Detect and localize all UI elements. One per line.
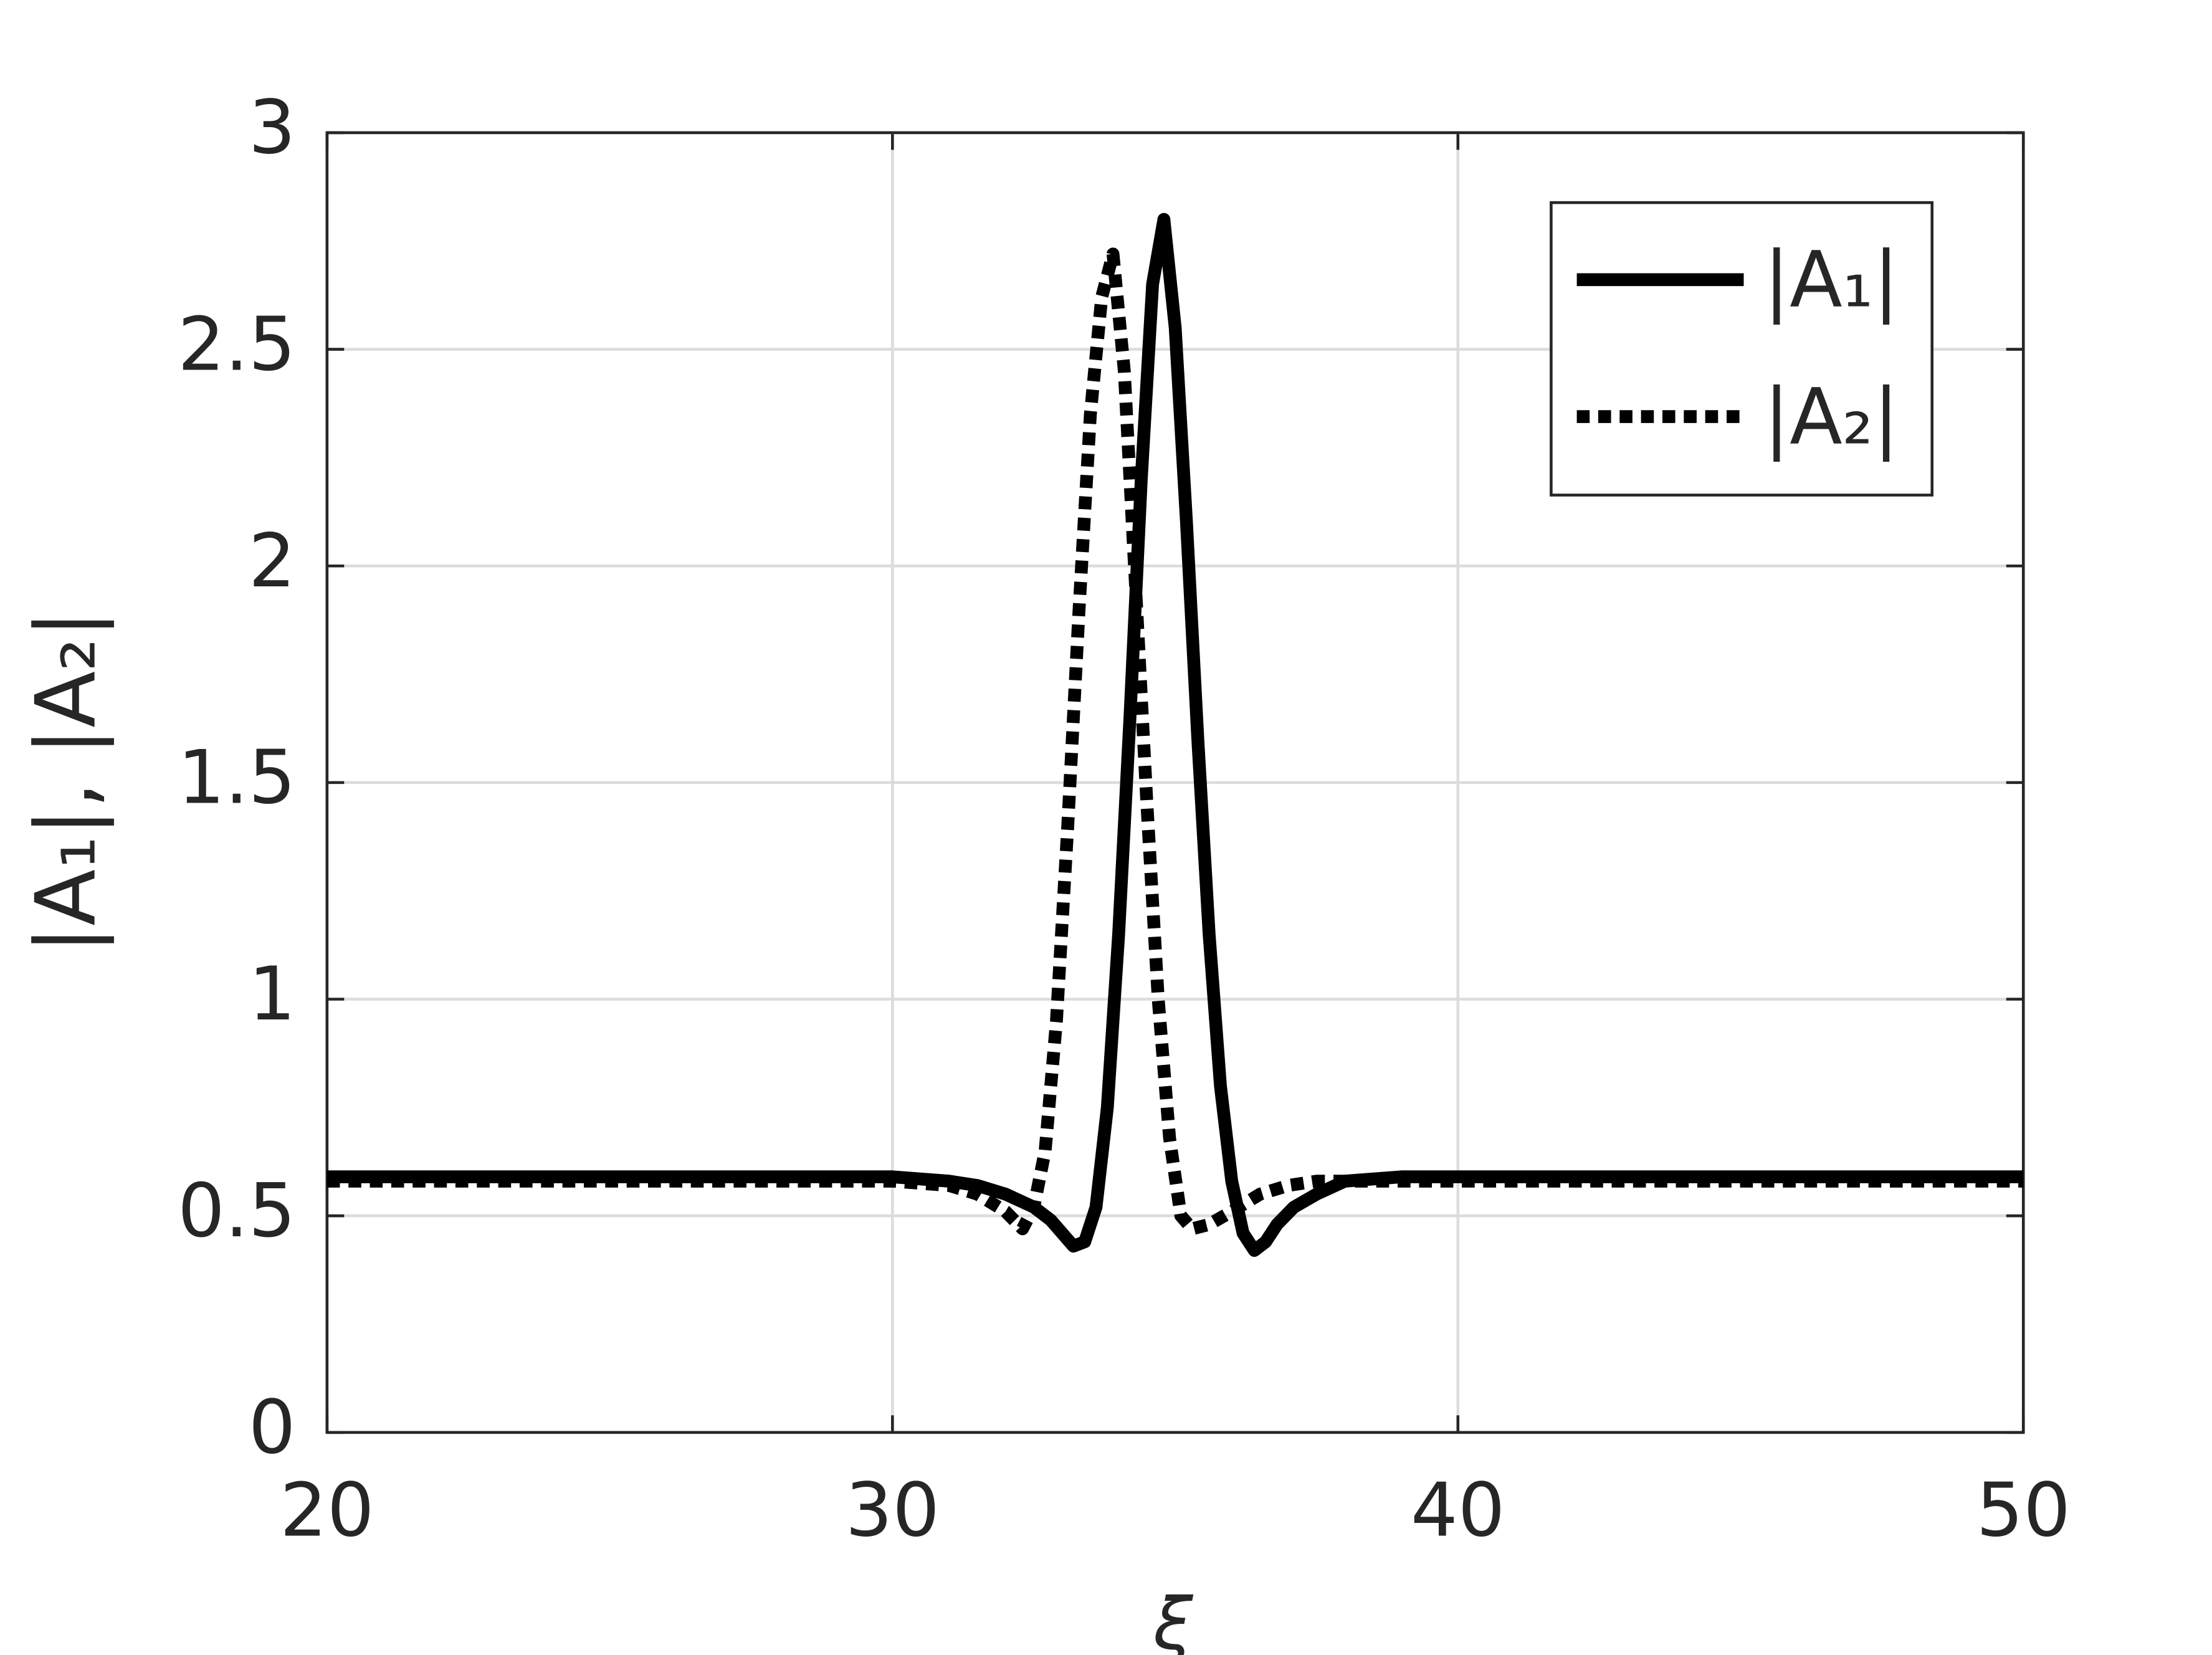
y-tick-label: 0 <box>249 1385 296 1471</box>
x-tick-label: 20 <box>280 1467 374 1553</box>
legend-label: |A₁| <box>1764 236 1899 325</box>
plot-frame <box>325 131 2025 1434</box>
x-tick-label: 30 <box>846 1467 940 1553</box>
y-tick-label: 2 <box>249 518 296 604</box>
y-tick-label: 1 <box>249 951 296 1037</box>
y-tick-label: 3 <box>249 85 296 171</box>
y-tick-label: 0.5 <box>178 1168 295 1254</box>
y-tick-label: 2.5 <box>178 301 295 388</box>
x-tick-label: 50 <box>1976 1467 2071 1553</box>
data-line <box>327 212 2024 1257</box>
legend-box <box>1550 201 1933 497</box>
x-tick-label: 40 <box>1411 1467 1505 1553</box>
y-axis-label: |A₁|, |A₂| <box>19 610 115 954</box>
legend-label: |A₂| <box>1764 372 1899 462</box>
y-tick-label: 1.5 <box>178 735 295 821</box>
x-axis-label: ξ <box>1153 1583 1194 1655</box>
